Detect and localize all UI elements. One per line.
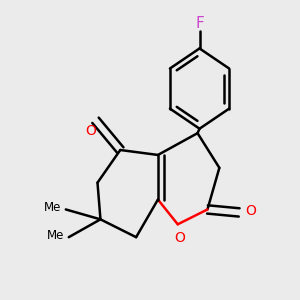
Text: Me: Me	[44, 202, 61, 214]
Text: F: F	[195, 16, 204, 31]
Text: O: O	[245, 204, 256, 218]
Text: O: O	[85, 124, 97, 138]
Text: O: O	[174, 231, 185, 245]
Text: Me: Me	[47, 229, 64, 242]
